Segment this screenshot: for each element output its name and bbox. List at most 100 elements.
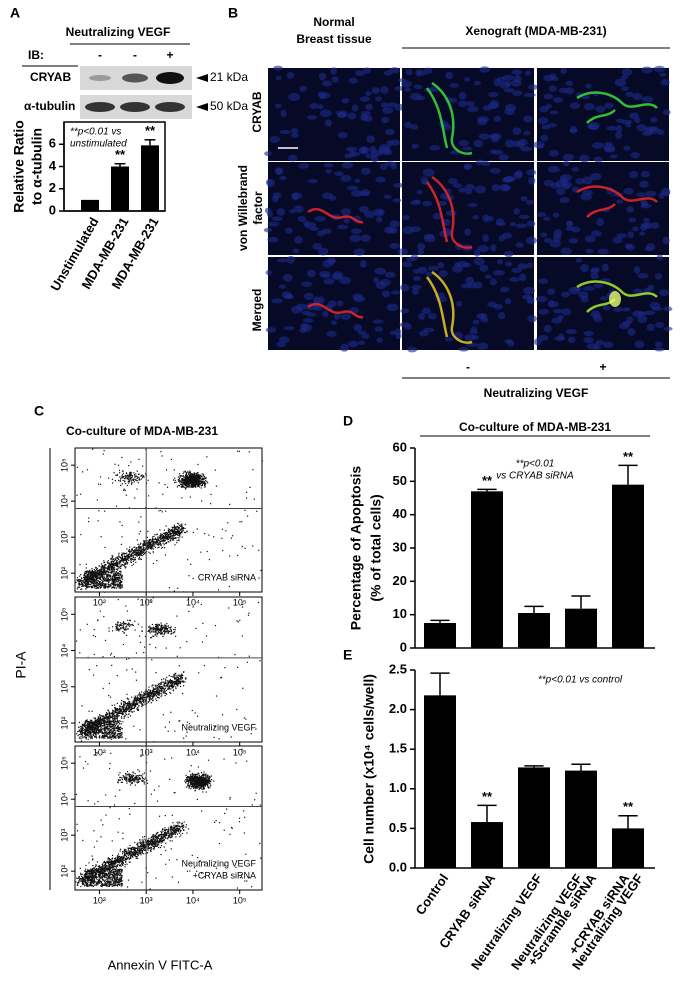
event-dot [112,563,113,564]
nucleus [454,262,460,267]
event-dot [86,576,87,577]
event-dot [77,731,78,732]
event-dot [160,541,161,542]
event-dot [121,718,122,719]
event-dot [133,547,134,548]
event-dot [179,680,180,681]
event-dot [98,483,99,484]
nucleus [352,293,362,300]
event-dot [202,485,203,486]
event-dot [81,577,82,578]
nucleus [493,304,503,310]
nucleus [410,93,421,101]
nucleus [280,130,291,134]
event-dot [193,477,194,478]
nucleus [380,279,391,286]
nucleus [338,132,348,139]
event-dot [116,575,117,576]
event-dot [80,584,81,585]
event-dot [92,571,93,572]
event-dot [179,674,180,675]
event-dot [165,688,166,689]
event-dot [168,532,169,533]
event-dot [104,547,105,548]
event-dot [151,544,152,545]
event-dot [88,586,89,587]
nucleus [275,76,282,80]
event-dot [141,550,142,551]
event-dot [177,529,178,530]
nucleus [288,93,300,101]
event-dot [131,565,132,566]
event-dot [111,572,112,573]
nucleus [304,293,314,300]
event-dot [121,559,122,560]
event-dot [183,591,184,592]
nucleus [504,251,514,257]
event-dot [101,574,102,575]
event-dot [185,488,186,489]
event-dot [87,578,88,579]
nucleus [277,208,285,216]
event-dot [87,582,88,583]
event-dot [204,487,205,488]
nucleus [604,103,614,109]
event-dot [229,504,230,505]
nucleus [563,161,569,167]
event-dot [86,567,87,568]
event-dot [158,694,159,695]
nucleus [538,278,548,284]
event-dot [95,734,96,735]
event-dot [115,572,116,573]
event-dot [133,472,134,473]
event-dot [104,580,105,581]
event-dot [101,580,102,581]
event-dot [162,547,163,548]
event-dot [131,484,132,485]
nucleus [411,144,419,149]
event-dot [78,583,79,584]
event-dot [179,536,180,537]
event-dot [117,568,118,569]
event-dot [135,559,136,560]
event-dot [174,535,175,536]
nucleus [561,292,570,298]
nucleus [626,244,635,251]
event-dot [149,547,150,548]
nucleus [462,263,471,268]
event-dot [136,476,137,477]
event-dot [78,727,79,728]
event-dot [178,539,179,540]
nucleus [279,176,286,180]
event-dot [82,735,83,736]
event-dot [180,678,181,679]
nucleus [392,198,401,202]
event-dot [192,482,193,483]
event-dot [119,476,120,477]
event-dot [105,578,106,579]
event-dot [173,690,174,691]
event-dot [115,708,116,709]
event-dot [204,483,205,484]
event-dot [148,689,149,690]
nucleus [381,117,389,123]
event-dot [181,483,182,484]
event-dot [164,544,165,545]
event-dot [108,728,109,729]
event-dot [120,729,121,730]
event-dot [135,480,136,481]
event-dot [157,689,158,690]
event-dot [101,569,102,570]
event-dot [88,517,89,518]
nucleus [410,124,418,130]
event-dot [178,476,179,477]
event-dot [203,474,204,475]
nucleus [613,307,623,312]
event-dot [116,569,117,570]
event-dot [171,529,172,530]
nucleus [359,206,369,213]
event-dot [171,684,172,685]
event-dot [144,697,145,698]
size-label: 21 kDa [210,70,248,84]
event-dot [177,588,178,589]
